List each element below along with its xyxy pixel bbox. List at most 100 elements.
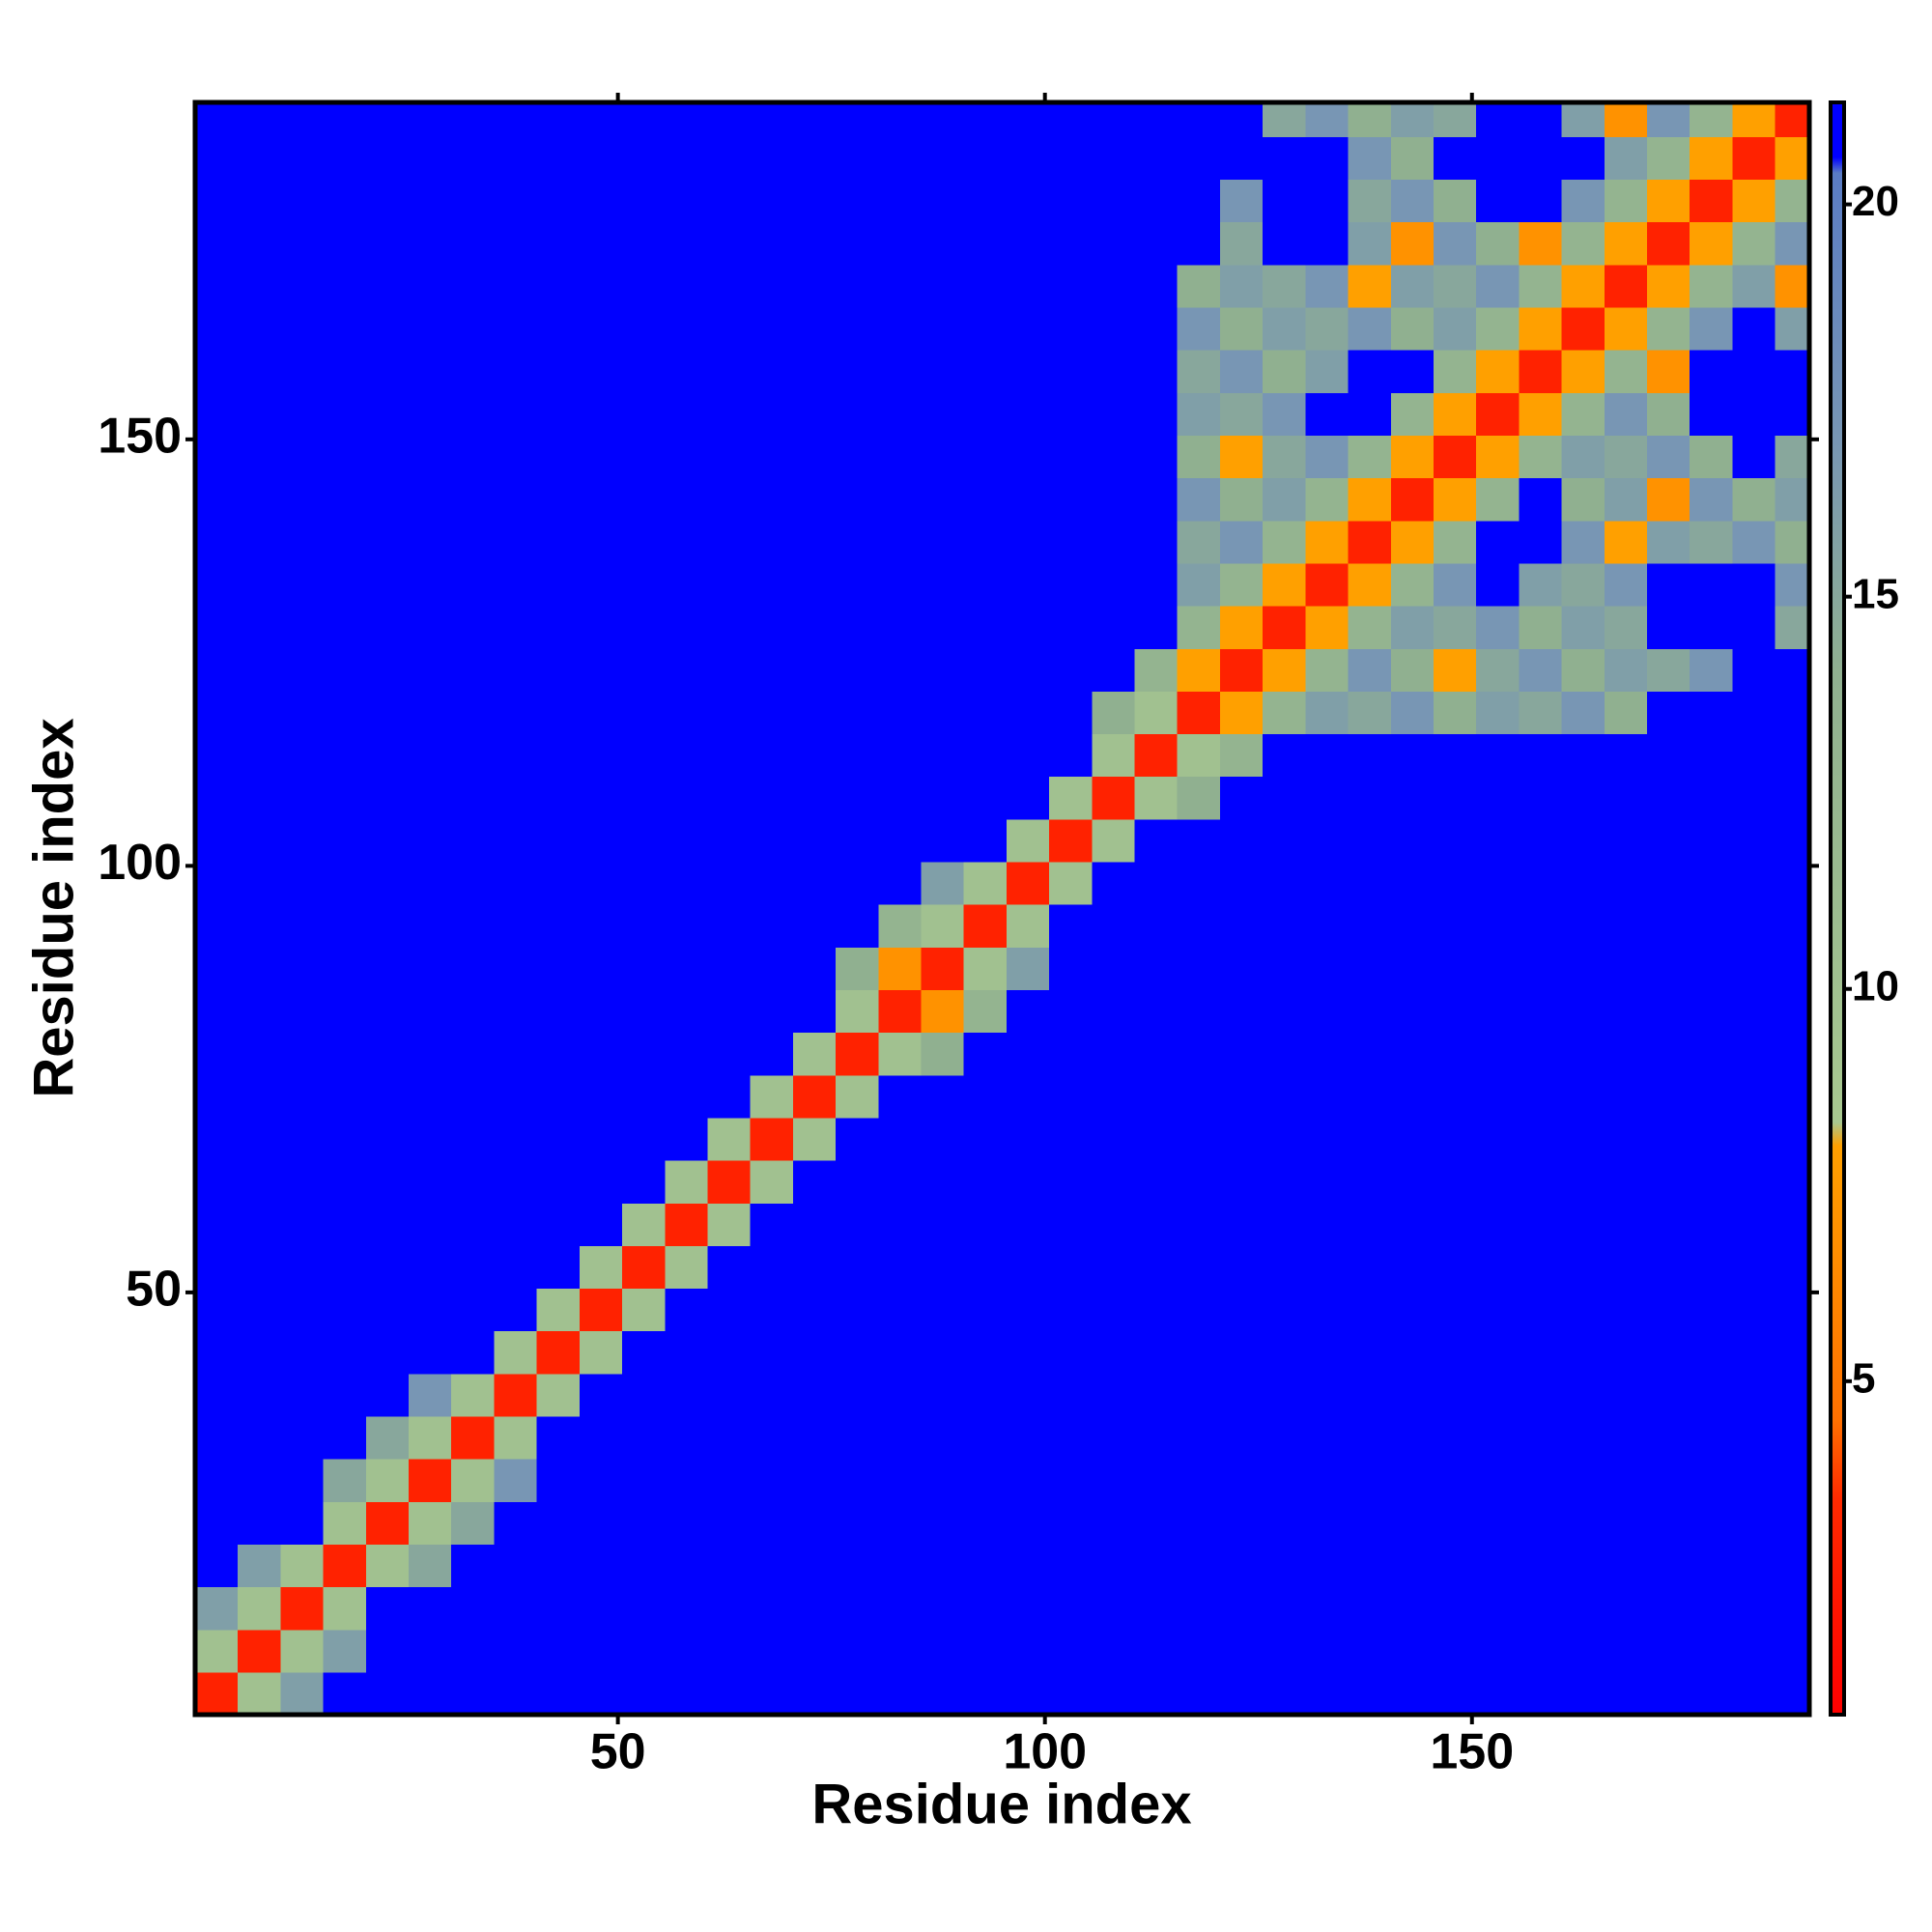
heatmap-cell	[1305, 1629, 1350, 1673]
heatmap-cell	[579, 1160, 623, 1204]
heatmap-cell	[1390, 1544, 1435, 1588]
heatmap-cell	[878, 306, 923, 351]
heatmap-cell	[1732, 264, 1776, 308]
heatmap-cell	[1433, 1330, 1477, 1375]
heatmap-cell	[280, 1117, 325, 1161]
heatmap-cell	[1775, 947, 1810, 990]
heatmap-cell	[579, 1032, 623, 1076]
heatmap-cell	[1647, 350, 1690, 393]
heatmap-cell	[1177, 435, 1221, 479]
heatmap-cell	[1049, 818, 1093, 863]
heatmap-cell	[238, 904, 282, 948]
heatmap-cell	[536, 904, 581, 948]
heatmap-cell	[707, 1629, 752, 1673]
y-axis-title: Residue index	[22, 718, 85, 1097]
heatmap-cell	[1519, 1415, 1563, 1460]
heatmap-cell	[323, 776, 367, 820]
heatmap-cell	[707, 136, 752, 181]
heatmap-cell	[1049, 1117, 1093, 1161]
heatmap-cell	[1433, 136, 1477, 181]
heatmap-cell	[1348, 733, 1392, 778]
heatmap-cell	[1348, 136, 1392, 181]
heatmap-cell	[1006, 947, 1050, 990]
heatmap-cell	[1732, 1671, 1776, 1716]
heatmap-cell	[1049, 1459, 1093, 1502]
heatmap-cell	[1476, 1501, 1520, 1545]
heatmap-cell	[1476, 648, 1520, 692]
heatmap-cell	[1263, 264, 1306, 308]
heatmap-cell	[409, 989, 452, 1034]
heatmap-cell	[1219, 861, 1264, 905]
heatmap-cell	[1134, 435, 1179, 479]
heatmap-cell	[494, 350, 538, 393]
heatmap-cell	[836, 179, 879, 223]
heatmap-cell	[1348, 102, 1392, 137]
heatmap-cell	[1348, 1415, 1392, 1460]
heatmap-cell	[536, 947, 581, 990]
heatmap-cell	[1561, 221, 1605, 266]
heatmap-cell	[323, 606, 367, 649]
heatmap-cell	[707, 1288, 752, 1332]
heatmap-cell	[750, 1544, 794, 1588]
heatmap-cell	[1177, 1160, 1221, 1204]
heatmap-cell	[665, 102, 709, 137]
heatmap-cell	[1177, 477, 1221, 522]
heatmap-cell	[1219, 733, 1264, 778]
heatmap-cell	[579, 1203, 623, 1246]
heatmap-cell	[579, 1415, 623, 1460]
heatmap-cell	[665, 520, 709, 564]
heatmap-cell	[878, 1373, 923, 1417]
heatmap-cell	[195, 306, 239, 351]
heatmap-cell	[1348, 1373, 1392, 1417]
heatmap-cell	[1690, 776, 1734, 820]
heatmap-cell	[1775, 1288, 1810, 1332]
heatmap-cell	[707, 520, 752, 564]
heatmap-cell	[792, 102, 837, 137]
heatmap-cell	[921, 776, 965, 820]
heatmap-cell	[878, 1288, 923, 1332]
heatmap-cell	[494, 1288, 538, 1332]
heatmap-cell	[1092, 1288, 1136, 1332]
heatmap-cell	[1561, 350, 1605, 393]
heatmap-cell	[963, 1117, 1008, 1161]
heatmap-cell	[1006, 264, 1050, 308]
heatmap-cell	[1049, 691, 1093, 735]
heatmap-cell	[963, 392, 1008, 436]
heatmap-cell	[451, 136, 496, 181]
heatmap-cell	[1263, 947, 1306, 990]
heatmap-cell	[750, 606, 794, 649]
heatmap-cell	[1263, 1330, 1306, 1375]
heatmap-cell	[238, 1415, 282, 1460]
heatmap-cell	[750, 1373, 794, 1417]
heatmap-cell	[536, 1330, 581, 1375]
heatmap-cell	[451, 1373, 496, 1417]
heatmap-cell	[536, 102, 581, 137]
heatmap-cell	[836, 776, 879, 820]
heatmap-cell	[1006, 1288, 1050, 1332]
y-tick-label: 50	[126, 1262, 182, 1318]
heatmap-cell	[1177, 904, 1221, 948]
heatmap-cell	[195, 648, 239, 692]
heatmap-cell	[1092, 648, 1136, 692]
heatmap-cell	[1006, 306, 1050, 351]
heatmap-cell	[1219, 1629, 1264, 1673]
heatmap-cell	[1604, 1074, 1648, 1119]
heatmap-cell	[409, 947, 452, 990]
heatmap-cell	[238, 477, 282, 522]
heatmap-cell	[238, 861, 282, 905]
heatmap-cell	[536, 1501, 581, 1545]
heatmap-cell	[1732, 947, 1776, 990]
heatmap-cell	[1049, 350, 1093, 393]
heatmap-cell	[365, 1117, 410, 1161]
heatmap-cell	[836, 102, 879, 137]
heatmap-cell	[451, 102, 496, 137]
heatmap-cell	[1049, 776, 1093, 820]
heatmap-cell	[451, 1288, 496, 1332]
heatmap-cell	[1604, 179, 1648, 223]
heatmap-cell	[707, 1160, 752, 1204]
heatmap-cell	[1433, 477, 1477, 522]
heatmap-cell	[451, 179, 496, 223]
heatmap-cell	[1690, 520, 1734, 564]
heatmap-cell	[494, 733, 538, 778]
